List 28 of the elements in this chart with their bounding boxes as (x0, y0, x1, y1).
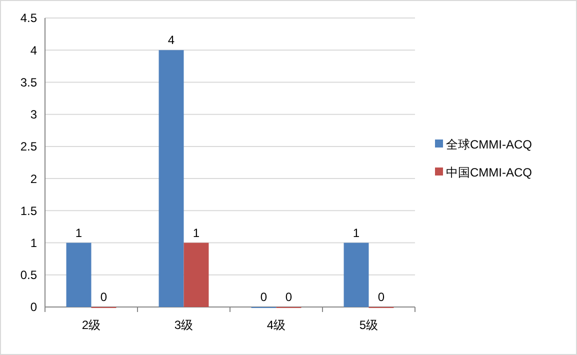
y-tick-label: 4 (30, 43, 38, 58)
x-tick-label: 3级 (174, 318, 194, 332)
data-label: 0 (378, 290, 385, 304)
y-tick-label: 2.5 (20, 140, 38, 154)
y-tick-label: 0.5 (20, 268, 38, 282)
data-label: 1 (75, 226, 82, 240)
legend-label: 全球CMMI-ACQ (446, 138, 532, 152)
data-label: 4 (168, 33, 175, 48)
y-tick-label: 4.5 (20, 11, 38, 26)
y-tick-label: 1.5 (20, 204, 38, 218)
bar (344, 242, 369, 307)
legend-label: 中国CMMI-ACQ (446, 166, 532, 180)
y-tick-label: 1 (30, 236, 38, 250)
data-label: 0 (100, 290, 108, 304)
x-tick-label: 2级 (82, 318, 101, 332)
x-tick-label: 5级 (359, 318, 378, 332)
y-tick-label: 3 (30, 108, 38, 122)
y-tick-label: 0 (30, 300, 38, 314)
data-label: 1 (192, 226, 200, 240)
data-label: 0 (260, 290, 268, 304)
y-tick-label: 2 (30, 172, 38, 186)
bar (184, 242, 209, 307)
y-tick-label: 3.5 (20, 75, 38, 90)
data-label: 0 (285, 290, 292, 304)
data-label: 1 (352, 226, 360, 240)
x-tick-label: 4级 (266, 318, 286, 332)
bar (158, 50, 184, 307)
bar (66, 242, 92, 307)
